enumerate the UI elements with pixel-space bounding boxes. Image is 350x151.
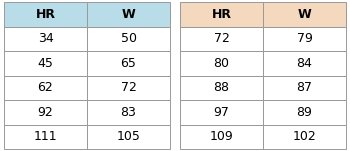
Bar [263, 51, 346, 76]
Bar [87, 26, 170, 51]
Bar [180, 26, 263, 51]
Bar [263, 100, 346, 125]
Text: 88: 88 [214, 81, 230, 94]
Text: 79: 79 [296, 32, 313, 45]
Text: 105: 105 [117, 130, 140, 143]
Bar [87, 51, 170, 76]
Text: HR: HR [35, 8, 56, 21]
Text: 102: 102 [293, 130, 316, 143]
Text: 65: 65 [120, 57, 136, 70]
Bar [263, 76, 346, 100]
Text: 109: 109 [210, 130, 233, 143]
Text: 50: 50 [120, 32, 136, 45]
Text: 83: 83 [120, 106, 136, 119]
Text: 89: 89 [296, 106, 313, 119]
Text: 72: 72 [120, 81, 136, 94]
Text: 92: 92 [38, 106, 53, 119]
Text: 84: 84 [296, 57, 313, 70]
Text: 87: 87 [296, 81, 313, 94]
Text: HR: HR [211, 8, 231, 21]
Bar [263, 2, 346, 26]
Bar [87, 2, 170, 26]
Bar [4, 76, 87, 100]
Bar [87, 100, 170, 125]
Text: 45: 45 [37, 57, 54, 70]
Bar [87, 125, 170, 149]
Bar [4, 2, 87, 26]
Bar [180, 51, 263, 76]
Text: 111: 111 [34, 130, 57, 143]
Text: 80: 80 [214, 57, 230, 70]
Text: 72: 72 [214, 32, 230, 45]
Bar [4, 125, 87, 149]
Text: W: W [298, 8, 312, 21]
Bar [263, 125, 346, 149]
Text: 97: 97 [214, 106, 230, 119]
Bar [4, 26, 87, 51]
Bar [263, 26, 346, 51]
Bar [87, 76, 170, 100]
Text: 62: 62 [38, 81, 53, 94]
Bar [180, 125, 263, 149]
Bar [4, 51, 87, 76]
Bar [180, 100, 263, 125]
Bar [180, 76, 263, 100]
Text: W: W [122, 8, 135, 21]
Bar [4, 100, 87, 125]
Text: 34: 34 [38, 32, 53, 45]
Bar [180, 2, 263, 26]
